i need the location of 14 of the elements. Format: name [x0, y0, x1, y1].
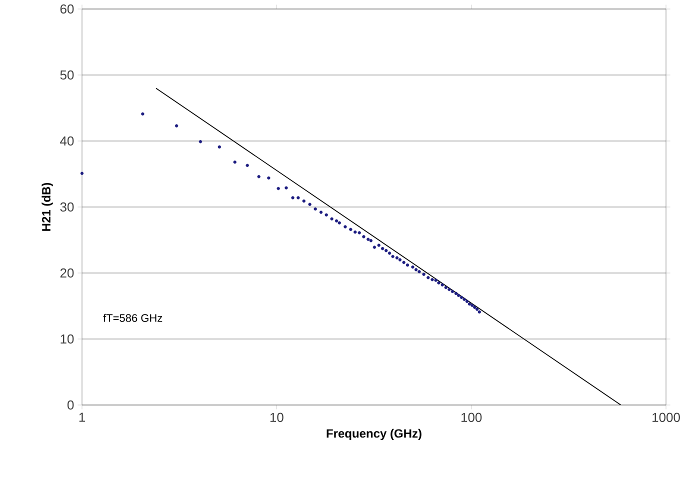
- y-tick-label: 0: [67, 400, 74, 410]
- x-tick-label: 1000: [652, 412, 680, 422]
- y-tick-label: 20: [60, 268, 74, 278]
- y-axis-title: H21 (dB): [42, 182, 53, 231]
- y-tick-label: 40: [60, 136, 74, 146]
- x-tick-label: 100: [461, 412, 482, 422]
- annotation: fT=586 GHz: [103, 314, 162, 322]
- y-tick-label: 60: [60, 4, 74, 14]
- y-tick-label: 10: [60, 334, 74, 344]
- x-axis-title: Frequency (GHz): [326, 428, 422, 440]
- y-tick-label: 50: [60, 70, 74, 80]
- y-tick-label: 30: [60, 202, 74, 212]
- x-tick-label: 1: [79, 412, 85, 422]
- x-tick-label: 10: [270, 412, 284, 422]
